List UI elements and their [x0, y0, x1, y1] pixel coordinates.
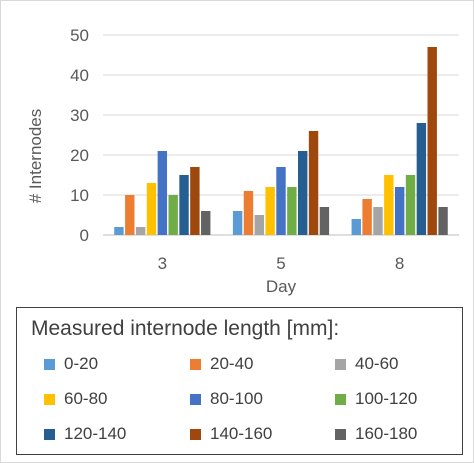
bar-120-140-day-5 [298, 151, 308, 235]
bar-60-80-day-8 [384, 175, 394, 235]
legend-label: 160-180 [355, 424, 418, 443]
bar-80-100-day-8 [394, 187, 405, 235]
bar-80-100-day-3 [157, 151, 168, 235]
legend-label: 80-100 [210, 389, 263, 408]
legend-label: 140-160 [210, 424, 273, 443]
bar-100-120-day-3 [168, 195, 178, 235]
x-tick-label: 3 [158, 254, 167, 273]
legend-item: 40-60 [335, 354, 398, 374]
bar-140-160-day-3 [190, 167, 200, 235]
bar-0-20-day-5 [232, 211, 243, 235]
legend-swatch [190, 393, 201, 405]
bar-160-180-day-3 [201, 211, 211, 235]
bar-20-40-day-3 [125, 195, 135, 235]
legend-item: 60-80 [44, 389, 107, 409]
bar-40-60-day-3 [135, 227, 146, 235]
legend-swatch [190, 428, 201, 440]
legend-item: 160-180 [335, 424, 417, 444]
y-axis-title: # Internodes [26, 109, 45, 204]
bar-60-80-day-3 [146, 183, 157, 235]
bar-0-20-day-8 [351, 219, 361, 235]
legend-label: 120-140 [64, 424, 127, 443]
bar-160-180-day-8 [438, 207, 448, 235]
bar-60-80-day-5 [265, 187, 275, 235]
x-tick-label: 5 [276, 254, 285, 273]
legend-swatch [335, 428, 346, 440]
bar-40-60-day-5 [254, 215, 264, 235]
bar-80-100-day-5 [276, 167, 286, 235]
legend-swatch [44, 393, 55, 405]
bar-140-160-day-8 [427, 47, 437, 235]
bar-120-140-day-8 [416, 123, 427, 235]
bar-20-40-day-8 [362, 199, 372, 235]
legend-swatch [190, 358, 201, 370]
y-tick-label: 30 [70, 106, 89, 125]
legend-swatch [335, 393, 346, 405]
legend-swatch [44, 428, 55, 440]
y-tick-label: 40 [70, 66, 89, 85]
y-tick-label: 50 [70, 26, 89, 45]
legend-label: 20-40 [210, 354, 254, 373]
legend-item: 20-40 [190, 354, 253, 374]
legend-label: 100-120 [355, 389, 418, 408]
x-tick-label: 8 [395, 254, 404, 273]
bar-120-140-day-3 [179, 175, 189, 235]
legend-swatch [335, 358, 346, 370]
bar-chart: 0 10 20 30 40 50 3 5 8 # Internodes Day [26, 26, 459, 296]
y-tick-label: 0 [80, 226, 89, 245]
legend-label: 40-60 [355, 354, 399, 373]
bar-100-120-day-5 [287, 187, 297, 235]
bar-100-120-day-8 [405, 175, 416, 235]
x-axis-title: Day [266, 277, 297, 296]
legend-item: 140-160 [190, 424, 272, 444]
y-axis-ticks: 0 10 20 30 40 50 [70, 26, 89, 245]
bar-140-160-day-5 [308, 131, 319, 235]
legend-label: 0-20 [64, 354, 99, 373]
y-tick-label: 20 [70, 146, 89, 165]
bar-0-20-day-3 [114, 227, 124, 235]
y-tick-label: 10 [70, 186, 89, 205]
bar-160-180-day-5 [319, 207, 330, 235]
legend-item: 80-100 [190, 389, 263, 409]
bar-40-60-day-8 [373, 207, 383, 235]
bar-20-40-day-5 [243, 191, 254, 235]
legend: Measured internode length [mm]: 0-20 20-4… [16, 307, 463, 455]
legend-item: 0-20 [44, 354, 98, 374]
legend-item: 100-120 [335, 389, 417, 409]
bars [114, 47, 448, 235]
legend-swatch [44, 358, 55, 370]
legend-title: Measured internode length [mm]: [31, 317, 340, 340]
legend-item: 120-140 [44, 424, 126, 444]
legend-label: 60-80 [64, 389, 108, 408]
x-axis-ticks: 3 5 8 [158, 254, 405, 273]
